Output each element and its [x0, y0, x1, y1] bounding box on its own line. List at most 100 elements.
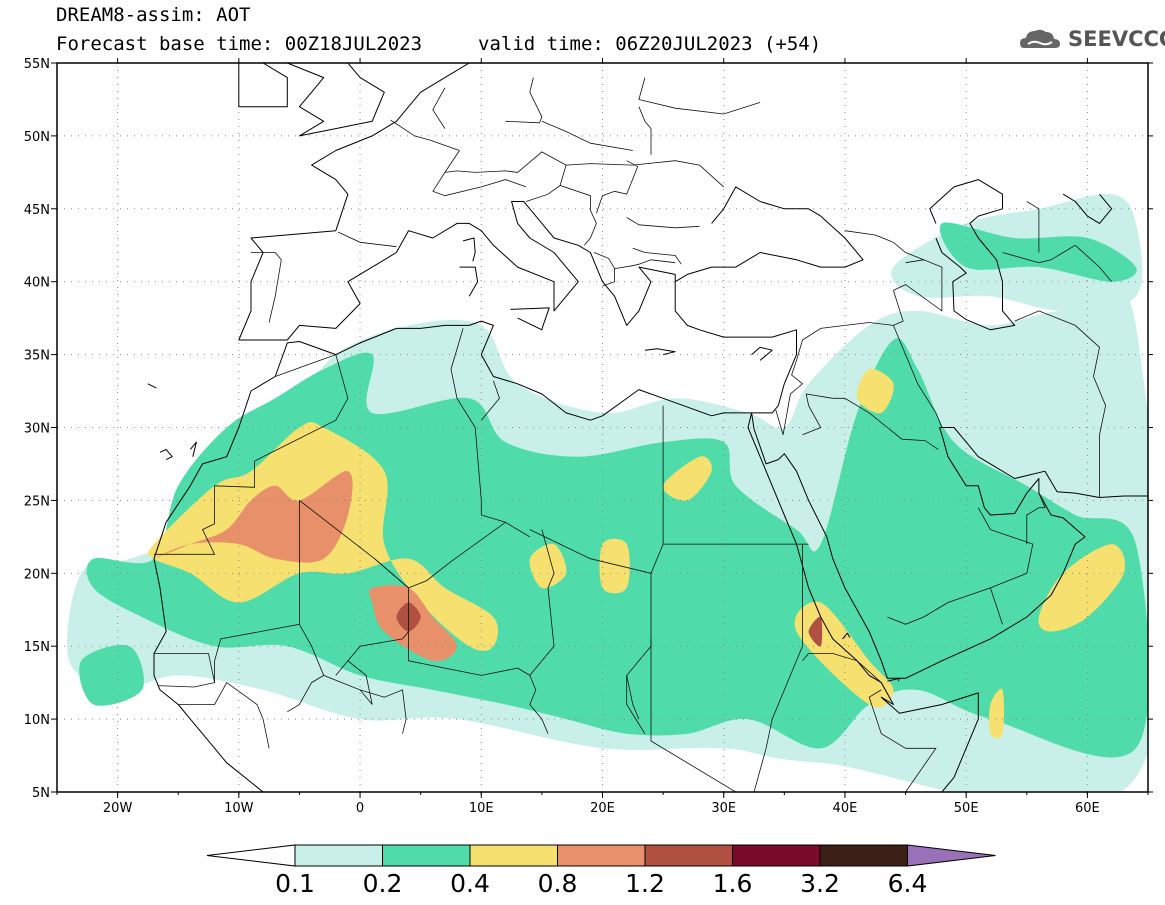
border-34: [632, 247, 682, 265]
border-56: [347, 660, 373, 705]
border-38: [559, 163, 633, 186]
logo-text: SEEVCCC: [1068, 27, 1165, 51]
lon-tick-label: 10E: [469, 801, 494, 816]
lat-tick-label: 20N: [24, 567, 50, 582]
colorbar-label: 1.2: [625, 869, 665, 898]
border-16: [802, 653, 882, 683]
lon-tick-label: 0: [356, 801, 364, 816]
lat-tick-label: 30N: [24, 422, 50, 437]
coastline-14: [459, 266, 479, 297]
border-5: [408, 631, 531, 676]
aot-region-c08-13: [154, 471, 353, 563]
colorbar: 0.1 0.2 0.4 0.8 1.2 1.6 3.2 6.4: [206, 844, 996, 898]
border-37: [525, 185, 597, 246]
lat-tick-label: 45N: [24, 203, 50, 218]
border-50: [251, 252, 282, 323]
border-42: [444, 150, 460, 173]
border-19: [832, 397, 939, 450]
border-26: [1014, 310, 1107, 498]
border-43: [390, 119, 460, 151]
border-44: [432, 87, 446, 129]
coastline-2: [238, 63, 288, 108]
colorbar-band-c32: [819, 844, 908, 867]
colorbar-label: 0.1: [275, 869, 315, 898]
border-58: [626, 675, 640, 720]
border-11: [529, 529, 652, 574]
border-7: [450, 328, 476, 428]
lat-tick-label: 10N: [24, 713, 50, 728]
lat-tick-label: 35N: [24, 349, 50, 364]
lat-tick-label: 25N: [24, 494, 50, 509]
lat-tick-label: 50N: [24, 130, 50, 145]
valid-time: valid time: 06Z20JUL2023 (+54): [478, 33, 822, 55]
border-55: [359, 689, 407, 734]
aot-region-c02-4: [79, 644, 144, 706]
border-0: [154, 461, 255, 555]
border-1: [254, 354, 349, 462]
coastline-17: [887, 677, 900, 682]
aot-field-layer: [67, 193, 1148, 792]
lat-tick-label: 55N: [24, 57, 50, 72]
lon-tick-label: 60E: [1075, 801, 1100, 816]
border-49: [338, 231, 397, 248]
border-2: [214, 500, 300, 683]
lat-tick-label: 5N: [32, 786, 50, 801]
border-30: [699, 164, 724, 188]
colorbar-band-c08: [557, 844, 646, 867]
coastline-5: [747, 412, 979, 792]
coastline-18: [842, 632, 851, 640]
cloud-logo-icon: [1020, 29, 1060, 48]
colorbar-label: 0.8: [538, 869, 578, 898]
border-48: [638, 77, 761, 115]
coastline-4: [153, 281, 797, 792]
border-23: [1026, 492, 1046, 545]
colorbar-band-c16: [732, 844, 821, 867]
coastline-10: [189, 441, 197, 457]
border-57: [529, 675, 549, 734]
colorbar-label: 1.6: [713, 869, 753, 898]
map-title: DREAM8-assim: AOT: [56, 4, 251, 26]
border-15: [753, 544, 803, 792]
border-14: [650, 638, 786, 792]
colorbar-label: 0.4: [450, 869, 490, 898]
lon-tick-label: 20W: [103, 801, 133, 816]
coastline-1: [286, 63, 385, 137]
colorbar-band-c02: [382, 844, 471, 867]
lon-tick-label: 40E: [833, 801, 858, 816]
coastline-9: [159, 448, 173, 461]
coastline-12: [751, 346, 773, 361]
colorbar-band-c04: [469, 844, 558, 867]
colorbar-label: 0.2: [363, 869, 403, 898]
coastline-16: [510, 307, 550, 331]
border-6: [474, 427, 506, 523]
colorbar-label: 6.4: [888, 869, 928, 898]
border-13: [650, 543, 664, 574]
colorbar-band-c01: [294, 844, 383, 867]
aot-region-c04-11: [856, 368, 894, 414]
border-31: [632, 160, 700, 166]
coastline-15: [462, 237, 476, 262]
border-29: [844, 230, 924, 261]
border-24: [990, 587, 1003, 625]
border-45: [505, 77, 543, 124]
aot-region-c04-7: [529, 543, 567, 589]
colorbar-label: 3.2: [800, 869, 840, 898]
colorbar-band-c12: [644, 844, 733, 867]
border-8: [480, 380, 500, 421]
border-52: [154, 653, 216, 688]
border-47: [638, 106, 652, 155]
coastline-0: [238, 63, 470, 341]
coastline-6: [777, 427, 1148, 679]
axis-ticks: 20W 10W 0 10E 20E 30E 40E 50E 60E 5N 10N 15N 20N 25N 3…: [24, 57, 1153, 816]
border-17: [868, 689, 937, 792]
aot-region-c04-9: [662, 456, 712, 501]
border-32: [596, 160, 639, 214]
lon-tick-label: 20E: [590, 801, 615, 816]
border-9: [529, 529, 555, 676]
border-53: [178, 682, 270, 749]
coastline-7: [929, 179, 1016, 331]
coastline-8: [1062, 193, 1113, 224]
aot-region-c04-6: [1038, 544, 1126, 632]
border-51: [275, 354, 336, 377]
